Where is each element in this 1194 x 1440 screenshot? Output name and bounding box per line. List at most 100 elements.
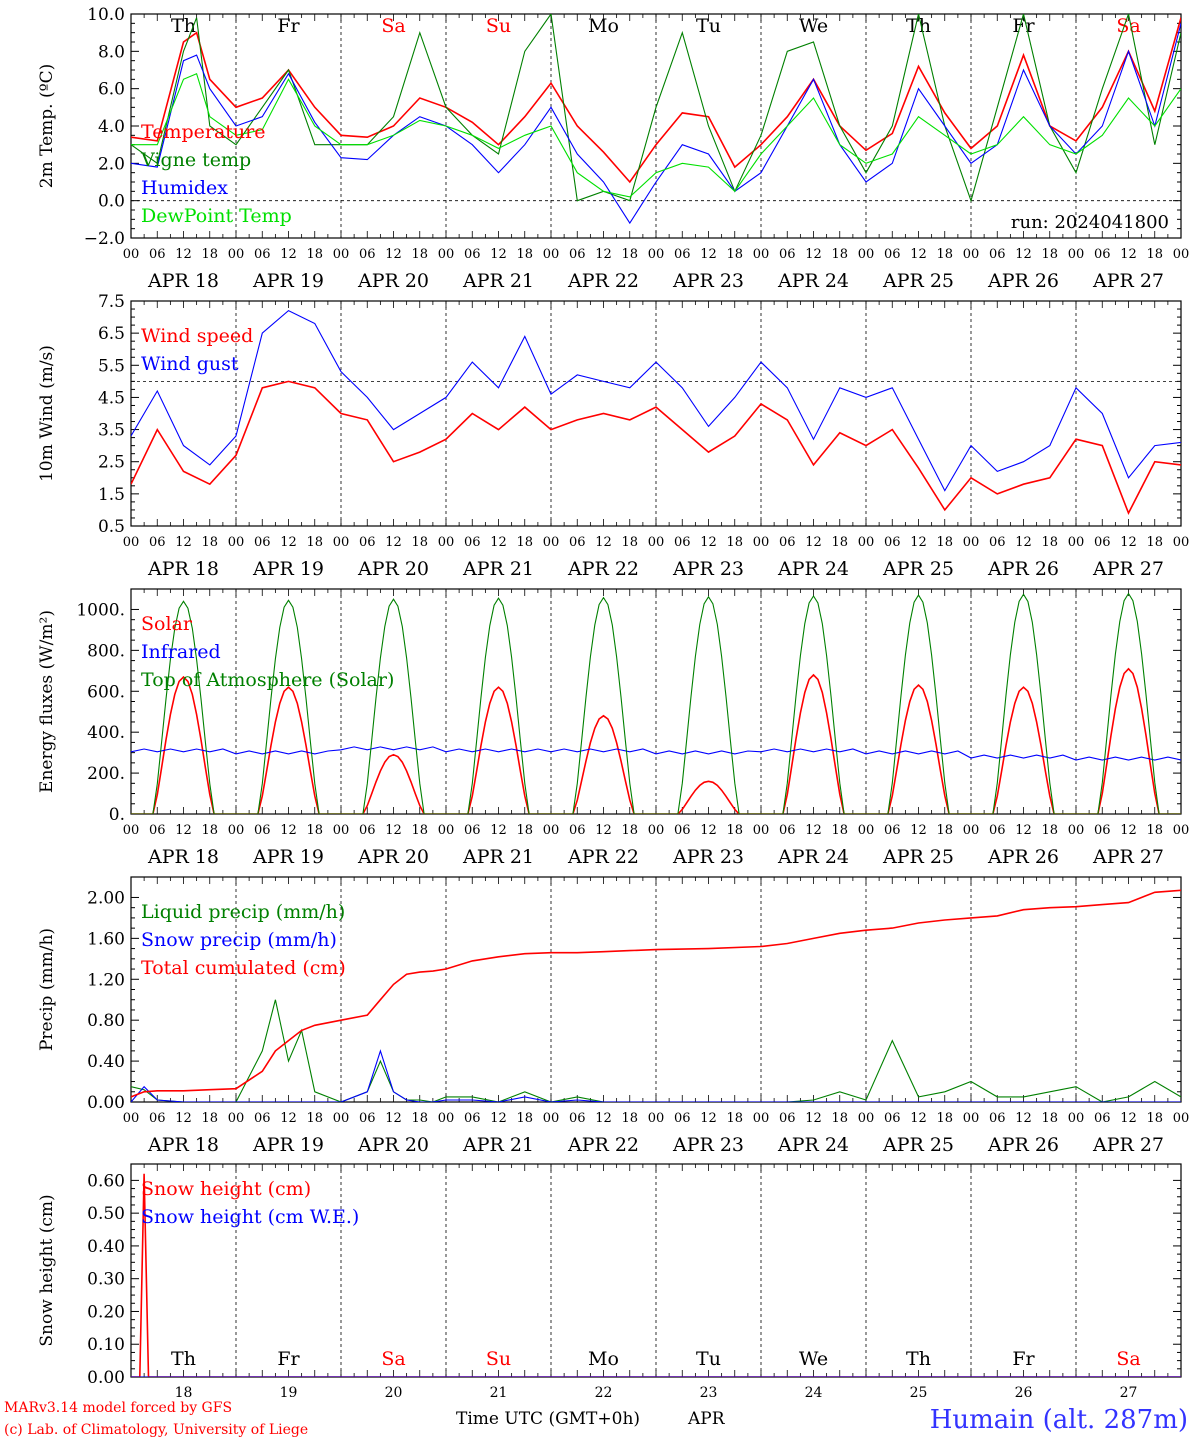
y-tick-label: 0. — [109, 805, 125, 825]
y-tick-label: 0.00 — [87, 1368, 125, 1388]
x-hour-label: 18 — [1146, 1111, 1163, 1126]
date-label: APR 22 — [567, 558, 639, 580]
x-hour-label: 06 — [989, 247, 1006, 262]
station-name: Humain (alt. 287m) — [930, 1405, 1188, 1435]
y-tick-label: 4.0 — [98, 117, 125, 137]
x-hour-label: 06 — [1094, 247, 1111, 262]
x-hour-label: 12 — [700, 535, 717, 550]
x-hour-label: 00 — [858, 823, 875, 838]
legend-entry: Wind speed — [141, 325, 253, 347]
y-tick-label: 3.5 — [98, 421, 125, 441]
x-hour-label: 00 — [543, 247, 560, 262]
x-hour-label: 18 — [831, 247, 848, 262]
date-label: APR 25 — [882, 270, 954, 292]
x-hour-label: 00 — [543, 535, 560, 550]
x-hour-label: 06 — [1094, 1111, 1111, 1126]
plot-frame — [130, 300, 1182, 527]
x-hour-label: 06 — [359, 247, 376, 262]
series-line-infrared — [131, 746, 1181, 761]
date-label: APR 25 — [882, 558, 954, 580]
x-hour-label: 06 — [149, 1111, 166, 1126]
x-hour-label: 06 — [149, 535, 166, 550]
x-hour-label: 12 — [280, 1111, 297, 1126]
date-label: APR 21 — [462, 846, 534, 868]
day-name-label: Sa — [1116, 1348, 1140, 1370]
y-tick-label: 0.20 — [87, 1302, 125, 1322]
x-hour-label: 18 — [1146, 535, 1163, 550]
legend-entry: Liquid precip (mm/h) — [141, 901, 345, 923]
copyright-text: (c) Lab. of Climatology, University of L… — [4, 1422, 308, 1438]
date-label: APR 18 — [147, 270, 219, 292]
x-hour-label: 18 — [831, 535, 848, 550]
x-hour-label: 06 — [989, 535, 1006, 550]
x-hour-label: 12 — [595, 1111, 612, 1126]
chart-panel-1: 10.0 8.0 6.0 4.0 2.0 0.0 −2.0 2m Temp. (ºC) 00 06… — [37, 5, 1189, 292]
legend-entry: Temperature — [141, 121, 265, 143]
x-hour-label: 00 — [753, 823, 770, 838]
x-hour-label: 12 — [1120, 823, 1137, 838]
day-name-label: Fr — [1012, 1348, 1035, 1370]
x-hour-label: 12 — [385, 823, 402, 838]
x-hour-label: 18 — [306, 823, 323, 838]
date-label: APR 23 — [672, 1134, 744, 1156]
x-hour-label: 18 — [936, 1111, 953, 1126]
y-axis-label: Energy fluxes (W/m²) — [37, 610, 57, 793]
date-label: APR 23 — [672, 270, 744, 292]
x-hour-label: 12 — [910, 823, 927, 838]
x-hour-label: 12 — [805, 535, 822, 550]
x-hour-label: 18 — [516, 1111, 533, 1126]
xaxis-title: Time UTC (GMT+0h) — [456, 1409, 640, 1429]
y-tick-label: 1000. — [76, 600, 125, 620]
x-hour-label: 06 — [989, 1111, 1006, 1126]
date-label: APR 21 — [462, 270, 534, 292]
legend-entry: Top of Atmosphere (Solar) — [141, 669, 394, 691]
x-hour-label: 18 — [831, 823, 848, 838]
x-hour-label: 12 — [1015, 247, 1032, 262]
x-hour-label: 12 — [1120, 247, 1137, 262]
date-label: APR 26 — [987, 558, 1059, 580]
date-label: APR 20 — [357, 1134, 429, 1156]
series-group — [131, 14, 1181, 225]
x-hour-label: 18 — [726, 535, 743, 550]
x-hour-label: 12 — [175, 1111, 192, 1126]
date-label: APR 19 — [252, 1134, 324, 1156]
x-hour-label: 00 — [333, 247, 350, 262]
x-hour-label: 12 — [175, 823, 192, 838]
x-hour-label: 12 — [595, 247, 612, 262]
x-hour-label: 12 — [1015, 823, 1032, 838]
y-axis-label: 2m Temp. (ºC) — [37, 64, 57, 189]
x-hour-label: 12 — [910, 1111, 927, 1126]
x-hour-label: 18 — [621, 1111, 638, 1126]
y-tick-label: 1.60 — [87, 929, 125, 949]
legend-entry: Wind gust — [141, 353, 239, 375]
date-label: APR 24 — [777, 1134, 849, 1156]
series-line-liquid-precip-mm-h- — [131, 999, 1181, 1102]
date-label: APR 22 — [567, 270, 639, 292]
x-hour-label: 00 — [963, 247, 980, 262]
series-group — [131, 592, 1181, 814]
x-hour-label: 00 — [1173, 535, 1190, 550]
x-hour-label: 06 — [989, 823, 1006, 838]
x-hour-label: 06 — [884, 823, 901, 838]
date-label: APR 25 — [882, 846, 954, 868]
series-line-wind-gust — [131, 309, 1181, 492]
x-hour-label: 12 — [280, 535, 297, 550]
x-hour-label: 00 — [438, 1111, 455, 1126]
x-hour-label: 06 — [674, 535, 691, 550]
x-hour-label: 00 — [648, 247, 665, 262]
x-hour-label: 18 — [1041, 823, 1058, 838]
x-hour-label: 00 — [858, 247, 875, 262]
y-tick-label: 0.30 — [87, 1270, 125, 1290]
y-tick-label: 0.60 — [87, 1171, 125, 1191]
date-label: APR 23 — [672, 846, 744, 868]
y-tick-label: 4.5 — [98, 388, 125, 408]
date-label: APR 21 — [462, 558, 534, 580]
x-hour-label: 00 — [648, 535, 665, 550]
legend-entry: Total cumulated (cm) — [141, 957, 346, 979]
x-hour-label: 18 — [1146, 247, 1163, 262]
date-label: APR 27 — [1092, 1134, 1164, 1156]
x-hour-label: 00 — [858, 535, 875, 550]
x-hour-label: 12 — [700, 823, 717, 838]
x-hour-label: 12 — [595, 823, 612, 838]
date-label: APR 19 — [252, 846, 324, 868]
